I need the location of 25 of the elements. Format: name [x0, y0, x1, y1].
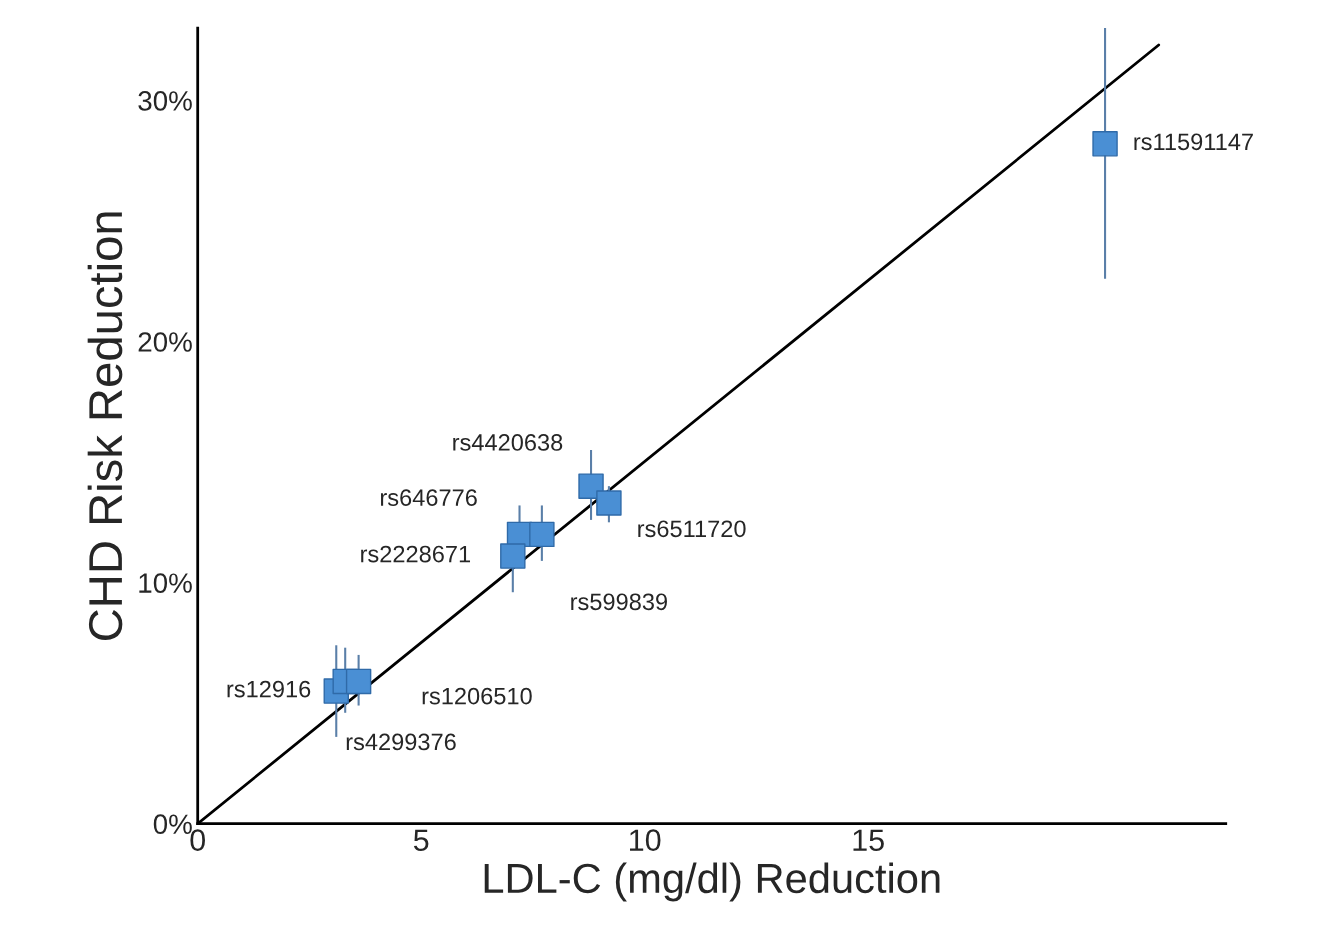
annotation: rs4299376	[346, 733, 456, 751]
annotation: rs11591147	[1134, 133, 1253, 151]
annotation: rs12916	[227, 680, 311, 698]
point	[578, 473, 604, 499]
x-tick-label: 5	[413, 829, 429, 851]
x-tick-label: 15	[853, 829, 884, 851]
x-tick-label: 10	[630, 829, 661, 851]
x-tick-label: 0	[190, 829, 205, 851]
point	[500, 543, 526, 569]
point	[1092, 131, 1118, 157]
x-axis-title: LDL-C (mg/dl) Reduction	[484, 862, 940, 902]
annotation: rs599839	[571, 593, 667, 611]
y-tick-label: 0%	[153, 814, 192, 835]
annotation: rs4420638	[453, 434, 563, 451]
point	[596, 490, 622, 516]
y-tick-label: 20%	[138, 332, 192, 352]
y-axis-title: CHD Risk Reduction	[87, 212, 123, 640]
y-tick-label: 30%	[138, 91, 192, 111]
annotation: rs1206510	[422, 687, 532, 705]
y-tick-label: 10%	[139, 573, 192, 593]
annotation: rs6511720	[638, 520, 746, 538]
point	[345, 668, 372, 695]
annotation: rs646776	[380, 489, 477, 506]
annotation: rs2228671	[361, 545, 471, 563]
point	[529, 521, 555, 548]
